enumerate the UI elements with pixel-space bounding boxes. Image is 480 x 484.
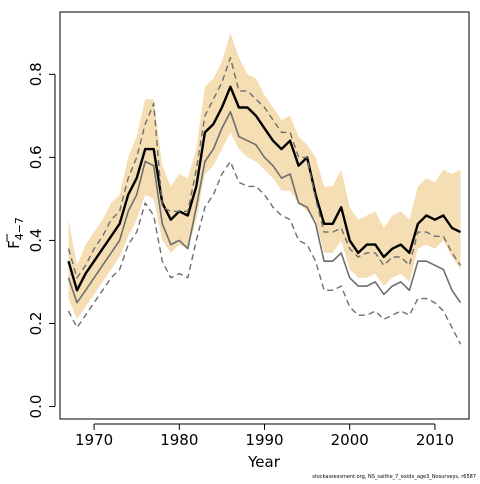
series-line-grey bbox=[67, 110, 462, 304]
x-tick-label: 2000 bbox=[331, 431, 369, 449]
x-axis-title: Year bbox=[247, 453, 281, 471]
plot-frame bbox=[59, 11, 470, 420]
x-tick-label: 1970 bbox=[75, 431, 113, 449]
y-tick-label: 0.0 bbox=[27, 395, 45, 419]
svg-text:F4−7: F4−7 bbox=[5, 217, 26, 249]
x-tick-label: 1980 bbox=[160, 431, 198, 449]
x-tick-label: 1990 bbox=[245, 431, 283, 449]
source-note: stockassessment.org, NS_saithe_7_exidx_a… bbox=[312, 474, 476, 480]
y-axis: 0.0 0.2 0.4 0.6 0.8 bbox=[27, 62, 56, 419]
series-line-dashed-lower bbox=[67, 160, 462, 345]
plot-area bbox=[67, 32, 462, 345]
y-tick-label: 0.2 bbox=[27, 312, 45, 336]
series-line-main bbox=[67, 85, 462, 292]
x-tick-label: 2010 bbox=[416, 431, 454, 449]
series-line-dashed-upper bbox=[67, 57, 462, 279]
y-tick-label: 0.4 bbox=[27, 228, 45, 252]
x-axis: 1970 1980 1990 2000 2010 bbox=[75, 423, 454, 449]
y-axis-title-subscript: 4−7 bbox=[13, 217, 26, 240]
y-tick-label: 0.6 bbox=[27, 145, 45, 169]
y-axis-title: F4−7 bbox=[5, 217, 26, 249]
y-tick-label: 0.8 bbox=[27, 62, 45, 86]
y-axis-title-main: F bbox=[5, 240, 23, 249]
